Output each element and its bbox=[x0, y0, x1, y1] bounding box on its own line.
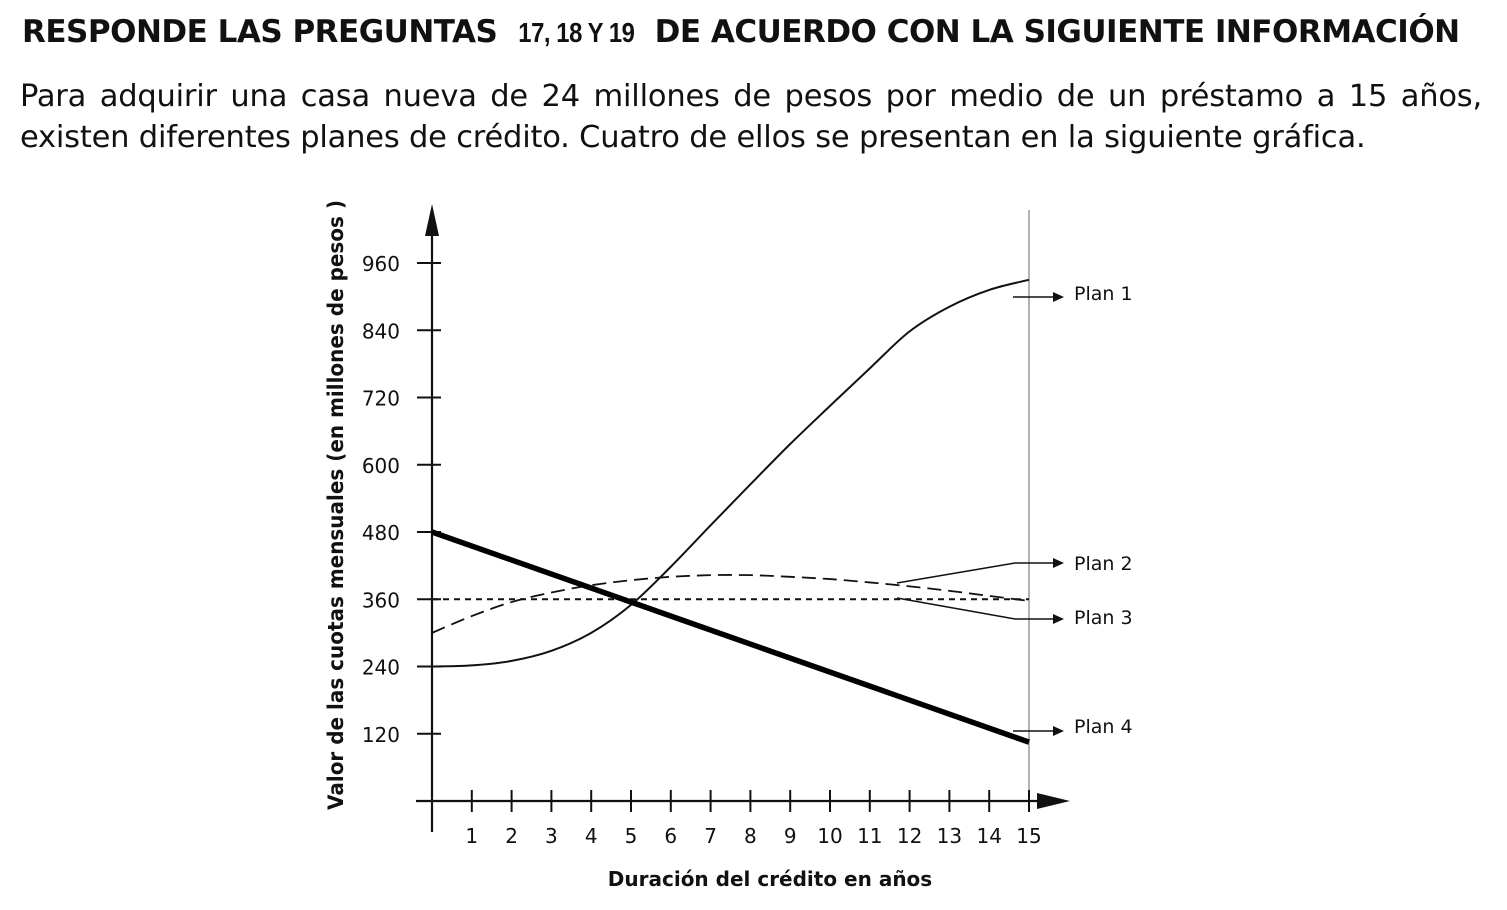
plan-1-legend-label: Plan 1 bbox=[1074, 283, 1133, 305]
x-tick-label-15: 15 bbox=[1016, 824, 1041, 848]
plan-4-callout-arrow bbox=[1053, 726, 1064, 736]
plan-3-callout-line bbox=[896, 597, 1055, 620]
x-tick-label-7: 7 bbox=[704, 824, 717, 848]
y-axis-arrowhead bbox=[425, 204, 439, 236]
y-tick-label-240: 240 bbox=[362, 656, 400, 680]
heading-part1: RESPONDE LAS PREGUNTAS bbox=[22, 14, 498, 50]
x-tick-label-10: 10 bbox=[817, 824, 842, 848]
heading-part2: DE ACUERDO CON LA SIGUIENTE INFORMACIÓN bbox=[654, 14, 1460, 50]
y-tick-label-600: 600 bbox=[362, 454, 400, 478]
y-tick-label-840: 840 bbox=[362, 319, 400, 343]
plan-3-legend-label: Plan 3 bbox=[1074, 607, 1133, 629]
plan-1-callout-arrow bbox=[1053, 292, 1064, 302]
section-heading: RESPONDE LAS PREGUNTAS 17, 18 Y 19 DE AC… bbox=[22, 14, 1492, 50]
x-tick-label-12: 12 bbox=[897, 824, 922, 848]
x-axis-title: Duración del crédito en años bbox=[608, 867, 932, 891]
x-tick-label-1: 1 bbox=[465, 824, 478, 848]
x-tick-label-3: 3 bbox=[545, 824, 558, 848]
x-tick-label-5: 5 bbox=[625, 824, 638, 848]
plan-2-callout-line bbox=[896, 562, 1055, 584]
x-tick-label-9: 9 bbox=[784, 824, 797, 848]
plan-2-callout-arrow bbox=[1053, 558, 1064, 568]
plan-3-callout-arrow bbox=[1053, 614, 1064, 624]
x-tick-label-6: 6 bbox=[664, 824, 677, 848]
plan-1-series-line bbox=[431, 278, 1030, 668]
y-tick-label-720: 720 bbox=[362, 387, 400, 411]
y-tick-label-480: 480 bbox=[362, 521, 400, 545]
plan-4-series-line bbox=[431, 529, 1030, 745]
x-tick-label-2: 2 bbox=[505, 824, 518, 848]
heading-question-numbers: 17, 18 Y 19 bbox=[517, 17, 635, 48]
y-tick-label-360: 360 bbox=[362, 588, 400, 612]
y-tick-label-960: 960 bbox=[362, 252, 400, 276]
x-tick-label-8: 8 bbox=[744, 824, 757, 848]
y-tick-label-120: 120 bbox=[362, 723, 400, 747]
x-axis-arrowhead bbox=[1037, 793, 1070, 809]
plan-2-series-line bbox=[431, 574, 1030, 634]
plan-4-legend-label: Plan 4 bbox=[1074, 716, 1133, 738]
x-tick-label-14: 14 bbox=[976, 824, 1001, 848]
x-tick-label-13: 13 bbox=[937, 824, 962, 848]
y-axis-title: Valor de las cuotas mensuales (en millon… bbox=[324, 200, 349, 810]
x-tick-label-4: 4 bbox=[585, 824, 598, 848]
intro-paragraph: Para adquirir una casa nueva de 24 millo… bbox=[20, 79, 1482, 155]
x-tick-label-11: 11 bbox=[857, 824, 882, 848]
plan-2-legend-label: Plan 2 bbox=[1074, 553, 1133, 575]
